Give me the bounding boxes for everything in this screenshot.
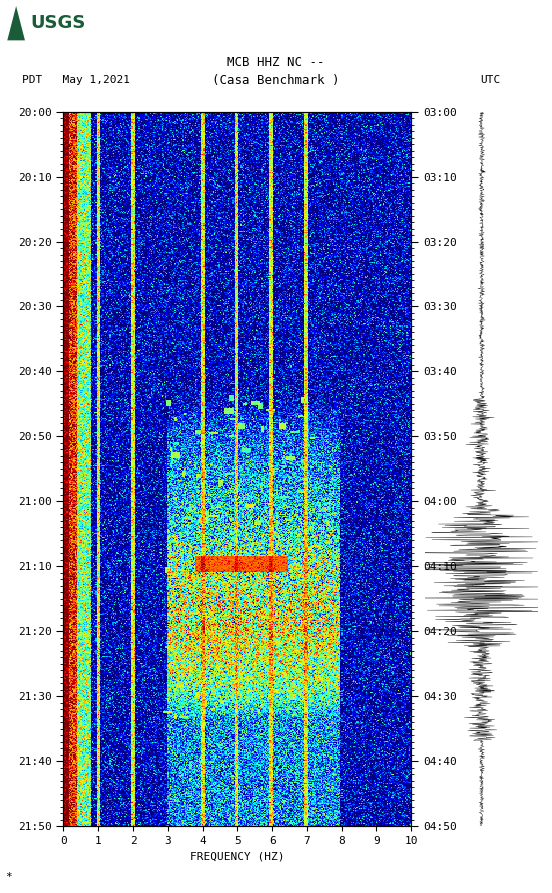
Polygon shape bbox=[7, 6, 25, 40]
Text: (Casa Benchmark ): (Casa Benchmark ) bbox=[213, 74, 339, 87]
Text: PDT   May 1,2021: PDT May 1,2021 bbox=[22, 75, 130, 86]
X-axis label: FREQUENCY (HZ): FREQUENCY (HZ) bbox=[190, 851, 285, 862]
Text: *: * bbox=[6, 872, 12, 881]
Text: MCB HHZ NC --: MCB HHZ NC -- bbox=[227, 56, 325, 69]
Text: USGS: USGS bbox=[30, 14, 86, 32]
Text: UTC: UTC bbox=[480, 75, 501, 86]
